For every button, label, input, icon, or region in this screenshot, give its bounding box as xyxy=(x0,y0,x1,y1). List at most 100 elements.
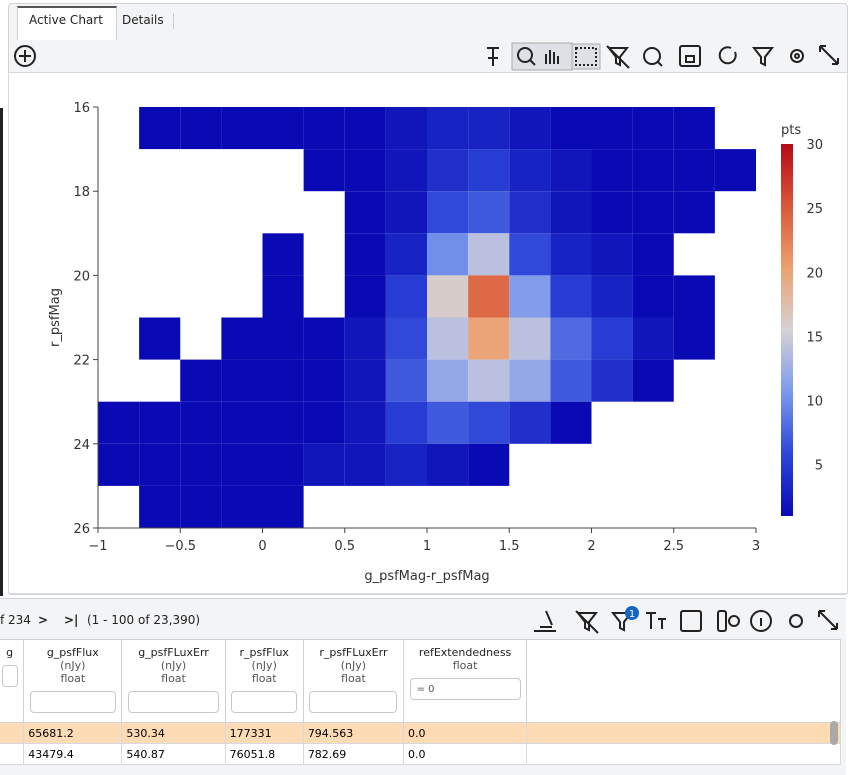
heat-cell xyxy=(591,275,633,318)
y-tick-label: 26 xyxy=(73,522,90,537)
heat-cell xyxy=(98,401,140,444)
cell: 177331 xyxy=(224,722,304,744)
info-icon[interactable] xyxy=(750,610,772,632)
add-column-icon[interactable] xyxy=(717,610,727,632)
column-filter[interactable] xyxy=(29,691,116,713)
y-tick-label: 20 xyxy=(73,269,90,284)
heat-cell xyxy=(427,149,469,192)
heat-cell xyxy=(427,443,469,486)
last-page[interactable]: >| xyxy=(64,613,79,627)
heat-cell xyxy=(550,233,592,276)
heat-cell xyxy=(468,359,510,402)
cell xyxy=(0,743,25,765)
heat-cell xyxy=(344,359,386,402)
filter-clear-icon[interactable] xyxy=(575,610,599,634)
heat-cell xyxy=(632,359,674,402)
x-axis-label: g_psfMag-r_psfMag xyxy=(364,569,489,584)
heat-cell xyxy=(180,107,222,150)
heat-cell xyxy=(303,107,345,150)
y-axis-label: r_psfMag xyxy=(48,288,63,347)
heat-cell xyxy=(468,401,510,444)
heat-cell xyxy=(632,107,674,150)
heat-cell xyxy=(262,443,304,486)
heat-cell xyxy=(550,275,592,318)
column-filter[interactable] xyxy=(1,665,18,687)
heat-cell xyxy=(591,359,633,402)
heat-cell xyxy=(180,485,222,528)
heat-cell xyxy=(303,359,345,402)
column-unit: (nJy) xyxy=(340,659,367,672)
heat-cell xyxy=(509,401,551,444)
heat-cell xyxy=(509,149,551,192)
heat-cell xyxy=(673,317,715,360)
row-range: (1 - 100 of 23,390) xyxy=(87,613,201,627)
heat-cell xyxy=(550,401,592,444)
settings-icon[interactable] xyxy=(790,49,804,63)
column-type: float xyxy=(251,672,277,685)
x-tick-label: −0.5 xyxy=(164,539,196,554)
column-unit: (nJy) xyxy=(160,659,187,672)
expand-icon[interactable] xyxy=(819,45,839,65)
next-page[interactable]: > xyxy=(38,613,49,627)
scrollbar[interactable] xyxy=(830,721,838,745)
toolbar xyxy=(14,42,839,71)
tab[interactable]: Active Chart xyxy=(29,13,103,27)
heat-cell xyxy=(385,107,427,150)
left-edge xyxy=(0,108,3,596)
y-tick-label: 22 xyxy=(73,354,90,369)
column-filter[interactable] xyxy=(309,691,398,713)
cell: 794.563 xyxy=(302,722,405,744)
heat-cell xyxy=(344,191,386,234)
heat-cell xyxy=(139,485,181,528)
heat-cell xyxy=(262,485,304,528)
heat-cell xyxy=(550,317,592,360)
heatmap-chart: −1 −0.5 0 0.5 1 1.5 2 2.5 3 16 18 20 22 24 26 g_psfMag-… xyxy=(48,101,823,584)
heat-cell xyxy=(591,191,633,234)
x-tick-label: 3 xyxy=(752,539,760,554)
heat-cell xyxy=(385,233,427,276)
restore-icon[interactable] xyxy=(718,46,737,65)
x-tick-label: 1.5 xyxy=(499,539,520,554)
save-icon[interactable] xyxy=(679,45,701,67)
colorbar-tick-label: 25 xyxy=(806,202,823,217)
settings-icon[interactable] xyxy=(789,614,803,628)
pin-icon[interactable] xyxy=(487,47,499,66)
column-filter[interactable] xyxy=(231,691,298,713)
heat-cell xyxy=(427,401,469,444)
heat-cell xyxy=(221,443,263,486)
column-filter[interactable] xyxy=(128,691,219,713)
heat-cell xyxy=(591,317,633,360)
heat-cell xyxy=(139,443,181,486)
tab[interactable]: Details xyxy=(122,13,164,27)
heat-cell xyxy=(303,317,345,360)
heat-cell xyxy=(344,107,386,150)
colorbar-title: pts xyxy=(781,123,801,138)
filter-icon[interactable] xyxy=(751,47,775,67)
heat-cell xyxy=(262,233,304,276)
heat-cell xyxy=(262,317,304,360)
column-filter[interactable]: = 0 xyxy=(409,678,521,700)
filter-clear-icon[interactable] xyxy=(606,45,630,69)
heat-cell xyxy=(221,485,263,528)
add-button[interactable] xyxy=(14,45,36,67)
heat-cell xyxy=(303,401,345,444)
heat-cell xyxy=(673,107,715,150)
data-table: g g_psfFlux (nJy) float g_psfFLuxErr (nJy) flo… xyxy=(0,639,841,765)
expand-icon[interactable] xyxy=(818,610,838,630)
zoom-icon[interactable] xyxy=(517,47,533,63)
heat-cell xyxy=(303,149,345,192)
analyze-icon[interactable] xyxy=(534,610,556,632)
column-type: float xyxy=(341,672,366,685)
zoom-reset-icon[interactable] xyxy=(643,47,661,65)
heat-cell xyxy=(385,401,427,444)
save-icon[interactable] xyxy=(680,610,702,632)
heat-cell xyxy=(632,317,674,360)
select-icon[interactable] xyxy=(575,47,597,66)
column-name: r_psfFlux xyxy=(239,646,289,659)
heat-cell xyxy=(344,275,386,318)
text-icon[interactable] xyxy=(646,612,666,629)
heat-cell xyxy=(344,401,386,444)
pan-icon[interactable] xyxy=(545,50,559,64)
heat-cell xyxy=(221,317,263,360)
column-header: r_psfFLuxErr (nJy) float xyxy=(302,639,405,723)
